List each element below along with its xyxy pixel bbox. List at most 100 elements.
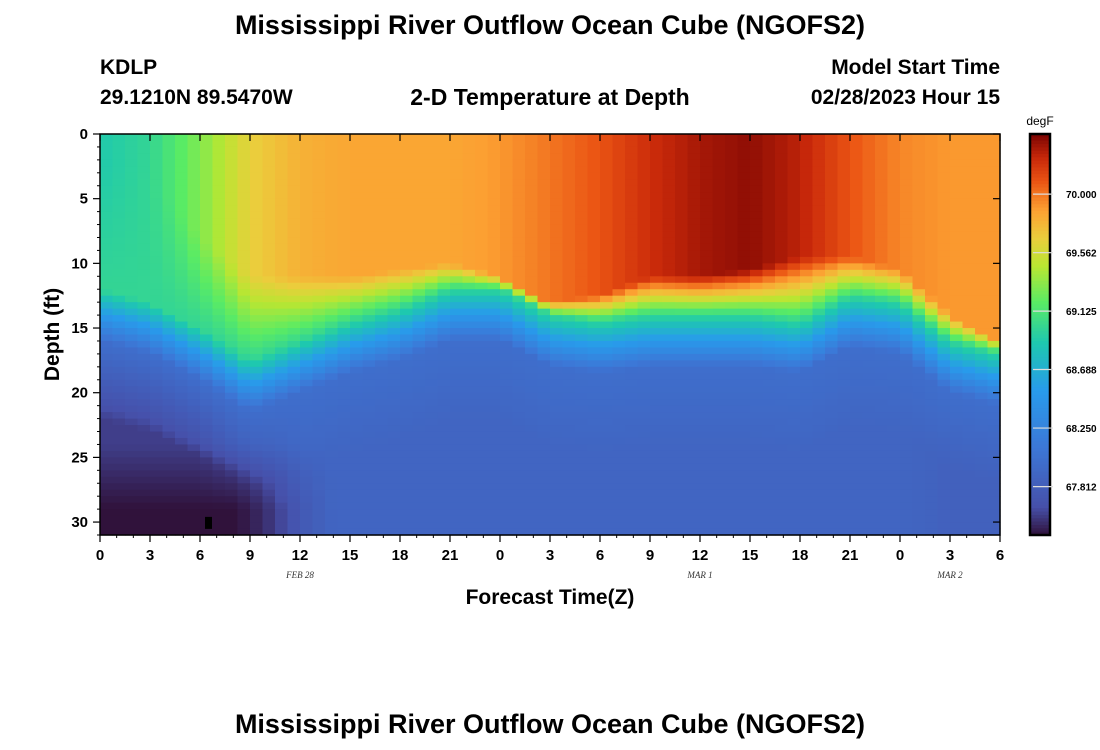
- heatmap-cell: [300, 205, 314, 213]
- heatmap-cell: [175, 166, 189, 174]
- heatmap-cell: [187, 502, 201, 510]
- heatmap-cell: [975, 379, 989, 387]
- heatmap-cell: [325, 218, 339, 226]
- heatmap-cell: [475, 463, 489, 471]
- heatmap-cell: [662, 134, 676, 142]
- heatmap-cell: [637, 282, 651, 290]
- station-id: KDLP: [100, 56, 158, 79]
- heatmap-cell: [312, 483, 326, 491]
- heatmap-cell: [950, 231, 964, 239]
- heatmap-cell: [287, 224, 301, 232]
- heatmap-cell: [162, 263, 176, 271]
- heatmap-cell: [862, 308, 876, 316]
- heatmap-cell: [212, 321, 226, 329]
- heatmap-cell: [200, 450, 214, 458]
- heatmap-cell: [950, 476, 964, 484]
- heatmap-cell: [887, 282, 901, 290]
- heatmap-cell: [350, 399, 364, 407]
- heatmap-cell: [350, 302, 364, 310]
- heatmap-cell: [262, 192, 276, 200]
- heatmap-cell: [262, 263, 276, 271]
- heatmap-cell: [837, 198, 851, 206]
- heatmap-cell: [487, 231, 501, 239]
- heatmap-cell: [500, 515, 514, 523]
- heatmap-cell: [925, 386, 939, 394]
- heatmap-cell: [862, 321, 876, 329]
- x-tick-label: 9: [246, 547, 254, 564]
- heatmap-cell: [975, 328, 989, 336]
- heatmap-cell: [725, 295, 739, 303]
- heatmap-cell: [612, 134, 626, 142]
- colorbar-segment: [1030, 341, 1050, 346]
- heatmap-cell: [375, 237, 389, 245]
- heatmap-cell: [925, 353, 939, 361]
- heatmap-cell: [287, 192, 301, 200]
- heatmap-cell: [425, 302, 439, 310]
- heatmap-cell: [575, 179, 589, 187]
- heatmap-cell: [725, 366, 739, 374]
- heatmap-cell: [137, 134, 151, 142]
- heatmap-cell: [600, 476, 614, 484]
- heatmap-cell: [862, 315, 876, 323]
- heatmap-cell: [287, 340, 301, 349]
- heatmap-cell: [250, 179, 264, 187]
- heatmap-cell: [125, 425, 139, 433]
- heatmap-cell: [862, 276, 876, 284]
- heatmap-cell: [887, 134, 901, 142]
- heatmap-cell: [275, 321, 289, 329]
- heatmap-cell: [750, 405, 764, 413]
- heatmap-cell: [687, 360, 701, 368]
- heatmap-cell: [450, 179, 464, 187]
- heatmap-cell: [862, 483, 876, 491]
- heatmap-cell: [262, 282, 276, 290]
- colorbar-segment: [1030, 468, 1050, 473]
- heatmap-cell: [487, 373, 501, 381]
- heatmap-cell: [787, 172, 801, 180]
- heatmap-cell: [912, 179, 926, 187]
- heatmap-cell: [625, 347, 639, 355]
- heatmap-cell: [200, 166, 214, 174]
- colorbar-segment: [1030, 284, 1050, 289]
- heatmap-cell: [787, 211, 801, 219]
- heatmap-cell: [950, 489, 964, 497]
- heatmap-cell: [875, 146, 889, 155]
- heatmap-cell: [612, 386, 626, 394]
- heatmap-cell: [187, 418, 201, 426]
- heatmap-cell: [700, 192, 714, 200]
- heatmap-cell: [687, 166, 701, 174]
- heatmap-cell: [912, 360, 926, 368]
- heatmap-cell: [587, 211, 601, 219]
- heatmap-cell: [925, 134, 939, 142]
- heatmap-cell: [775, 340, 789, 349]
- colorbar-tick-label: 69.125: [1066, 307, 1097, 318]
- heatmap-cell: [575, 450, 589, 458]
- heatmap-cell: [887, 515, 901, 523]
- heatmap-cell: [625, 353, 639, 361]
- colorbar-segment: [1030, 511, 1050, 516]
- heatmap-cell: [562, 308, 576, 316]
- heatmap-cell: [400, 134, 414, 142]
- heatmap-cell: [150, 192, 164, 200]
- heatmap-cell: [787, 450, 801, 458]
- heatmap-cell: [937, 502, 951, 510]
- heatmap-cell: [975, 134, 989, 142]
- heatmap-cell: [125, 295, 139, 303]
- heatmap-cell: [225, 515, 239, 523]
- heatmap-cell: [425, 360, 439, 368]
- heatmap-cell: [475, 321, 489, 329]
- heatmap-cell: [512, 347, 526, 355]
- heatmap-cell: [550, 198, 564, 206]
- heatmap-cell: [125, 450, 139, 458]
- heatmap-cell: [587, 218, 601, 226]
- heatmap-cell: [175, 360, 189, 368]
- heatmap-cell: [387, 302, 401, 310]
- heatmap-cell: [537, 192, 551, 200]
- heatmap-cell: [262, 476, 276, 484]
- heatmap-cell: [387, 237, 401, 245]
- heatmap-cell: [637, 522, 651, 530]
- heatmap-cell: [475, 360, 489, 368]
- heatmap-cell: [412, 276, 426, 284]
- heatmap-cell: [700, 295, 714, 303]
- heatmap-cell: [887, 302, 901, 310]
- heatmap-cell: [525, 205, 539, 213]
